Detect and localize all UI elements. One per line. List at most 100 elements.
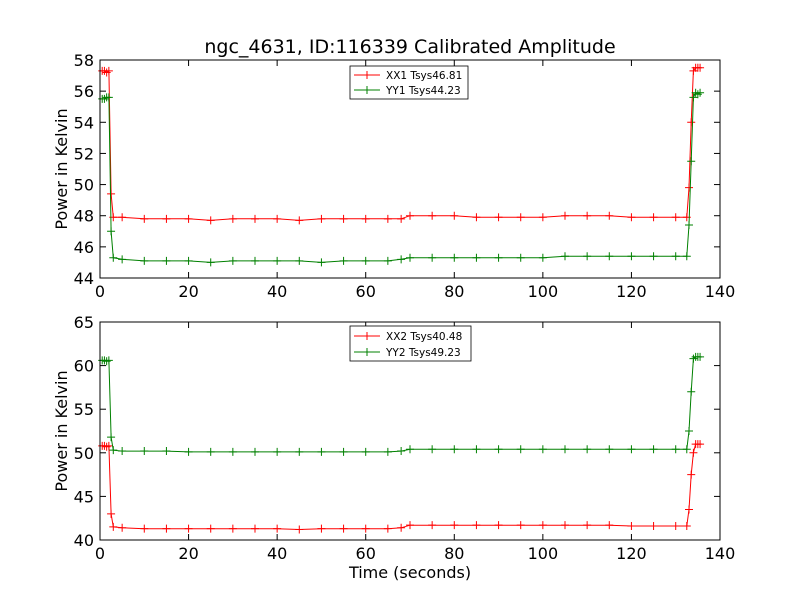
top-series-1-point-25: [516, 253, 525, 262]
top-series-0-line: [102, 67, 701, 221]
top-series-0-point-4: [107, 189, 116, 198]
top-series-0-point-31: [649, 213, 658, 222]
bottom-series-1-point-31: [649, 445, 658, 454]
bottom-legend-xx2-label: XX2 Tsys40.48: [386, 331, 462, 343]
bottom-series-1-point-11: [228, 447, 237, 456]
top-series-1-point-13: [273, 256, 282, 265]
bottom-x-tick-label-40: 40: [267, 544, 287, 563]
bottom-y-tick-label-50: 50: [74, 444, 94, 463]
bottom-legend-yy2-marker: [363, 348, 371, 356]
top-series-1-point-7: [140, 256, 149, 265]
bottom-x-tick-label-80: 80: [444, 544, 464, 563]
top-legend: XX1 Tsys46.81 YY1 Tsys44.23: [349, 65, 469, 100]
bottom-series-1-point-9: [184, 447, 193, 456]
top-x-tick-label-140: 140: [705, 282, 736, 301]
top-series-0-point-17: [361, 214, 370, 223]
top-series-1-point-15: [317, 258, 326, 267]
bottom-x-tick-label-60: 60: [356, 544, 376, 563]
top-series-0-point-7: [140, 214, 149, 223]
top-y-tick-label-52: 52: [74, 144, 94, 163]
bottom-series-0-point-12: [251, 524, 259, 533]
bottom-series-1-point-21: [428, 445, 437, 454]
bottom-series-0-point-32: [671, 522, 680, 531]
bottom-series-1-point-28: [583, 445, 592, 454]
bottom-series-0-point-6: [118, 523, 127, 532]
top-series-1-point-28: [583, 252, 592, 261]
bottom-series-1-point-30: [627, 445, 636, 454]
top-series-0-point-30: [627, 213, 636, 222]
top-series-0-point-12: [251, 214, 259, 223]
bottom-series-0-point-29: [605, 521, 614, 530]
top-axis-ticks: 0 20 40 60 80 100 120 140 44 46 48 50 52 54 56 58: [74, 51, 736, 301]
bottom-series-1-point-22: [450, 445, 459, 454]
top-series-0-point-15: [317, 214, 326, 223]
bottom-series-0-point-10: [206, 524, 215, 533]
bottom-x-tick-label-120: 120: [616, 544, 647, 563]
top-series-1-point-4: [107, 227, 116, 236]
top-series-1-point-11: [228, 256, 237, 265]
bottom-y-tick-label-60: 60: [74, 357, 94, 376]
top-x-tick-label-100: 100: [528, 282, 559, 301]
top-series-0-point-32: [671, 213, 680, 222]
bottom-series-0-point-23: [472, 521, 481, 530]
top-series-0-point-27: [561, 211, 569, 220]
top-series-1-point-24: [494, 253, 503, 262]
top-legend-yy1-marker: [363, 86, 371, 94]
bottom-x-tick-label-140: 140: [705, 544, 736, 563]
top-series-1-point-36: [689, 93, 698, 102]
top-x-tick-label-80: 80: [444, 282, 464, 301]
top-series-0-point-6: [118, 213, 127, 222]
top-series-1-line: [102, 91, 701, 263]
top-series-1-point-8: [162, 256, 171, 265]
top-series-0-point-23: [472, 213, 481, 222]
bottom-series-1-point-3: [104, 356, 113, 365]
bottom-series-0-point-35: [687, 470, 696, 479]
top-series-1-point-18: [383, 256, 392, 265]
top-y-tick-label-50: 50: [74, 176, 94, 195]
bottom-series-1-point-25: [516, 445, 525, 454]
bottom-series-0-line: [102, 443, 701, 531]
bottom-series-0-point-15: [317, 524, 326, 533]
top-series-0-point-3: [104, 66, 113, 75]
top-series-0-point-22: [450, 211, 459, 220]
top-x-tick-label-40: 40: [267, 282, 287, 301]
top-series-0-point-24: [494, 213, 503, 222]
chart-title: ngc_4631, ID:116339 Calibrated Amplitude: [204, 36, 615, 58]
top-series-1-point-14: [295, 256, 304, 265]
bottom-series-1-point-5: [109, 446, 118, 455]
top-series-0-point-21: [428, 211, 437, 220]
top-series-0-point-18: [383, 214, 392, 223]
bottom-series-0-point-20: [406, 521, 414, 530]
bottom-legend: XX2 Tsys40.48 YY2 Tsys49.23: [349, 325, 472, 362]
bottom-series-0-point-28: [583, 521, 592, 530]
bottom-legend-box: [349, 325, 472, 362]
bottom-series-0-point-22: [450, 521, 459, 530]
top-series-1-point-26: [538, 253, 547, 262]
bottom-series-0-point-13: [273, 524, 282, 533]
bottom-series-1-point-4: [107, 433, 116, 442]
bottom-series-1-point-8: [162, 447, 171, 456]
bottom-y-tick-label-65: 65: [74, 313, 94, 332]
bottom-series-0-point-17: [361, 524, 370, 533]
bottom-series-1-point-17: [361, 447, 370, 456]
bottom-series-1-line: [102, 356, 701, 453]
top-series-1-point-12: [251, 256, 259, 265]
top-series-0-point-28: [583, 211, 592, 220]
top-x-tick-label-20: 20: [178, 282, 198, 301]
top-legend-box: [349, 65, 469, 100]
bottom-y-tick-label-55: 55: [74, 400, 94, 419]
bottom-series-group: [98, 352, 705, 534]
top-y-tick-label-44: 44: [74, 269, 94, 288]
top-series-0-point-16: [339, 214, 348, 223]
top-series-1-point-35: [687, 157, 696, 166]
bottom-series-1-point-33: [682, 445, 691, 454]
top-series-1-point-19: [397, 255, 406, 264]
bottom-series-0-point-25: [516, 521, 525, 530]
top-y-tick-label-46: 46: [74, 238, 94, 257]
top-series-1-point-21: [428, 253, 437, 262]
top-series-1-point-22: [450, 253, 459, 262]
top-axes-frame: [99, 59, 721, 279]
bottom-series-0-point-36: [689, 448, 698, 457]
top-series-1-point-33: [682, 252, 691, 261]
